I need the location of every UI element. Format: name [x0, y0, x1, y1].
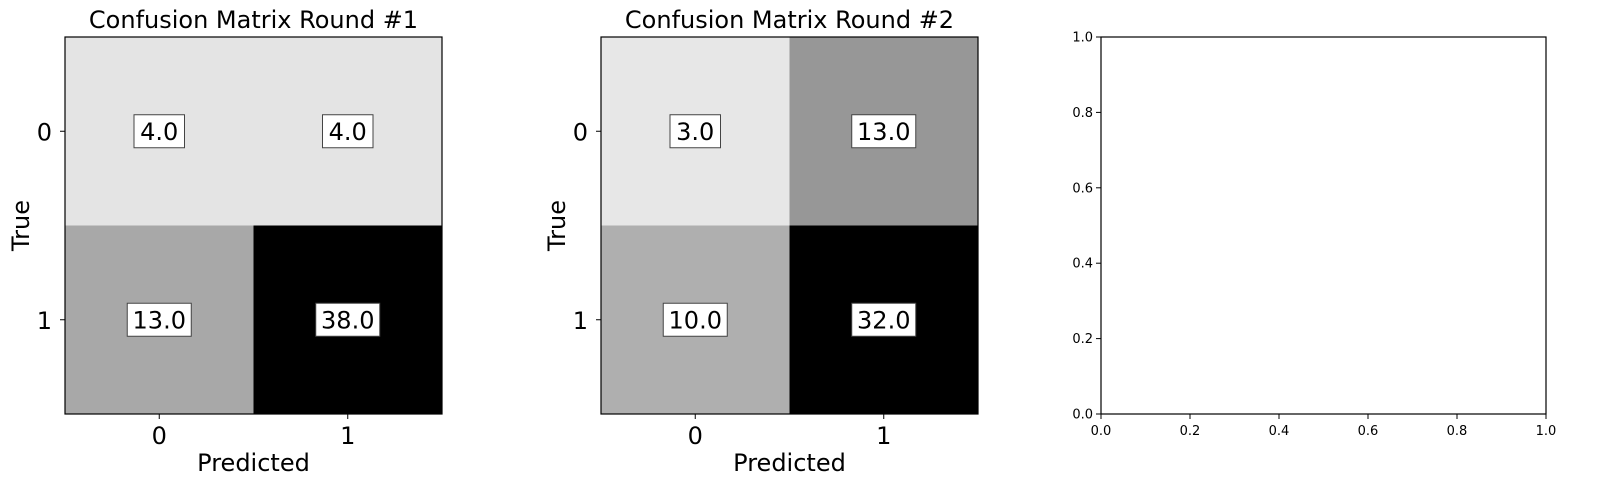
empty-axes: 0.0 0.2 0.4 0.6 0.8 1.0 0.0 0.2 0.4 0.6 0.8 1.0 [1072, 31, 1556, 440]
y-axis-label: True [7, 200, 35, 252]
cell-label-box [662, 302, 728, 337]
x-tick-label: 0.8 [1447, 424, 1468, 439]
x-tick-label: 1.0 [1536, 424, 1557, 439]
y-tick-label: 1.0 [1072, 31, 1093, 46]
y-tick-label: 1 [573, 307, 588, 335]
cell-value-label: 10.0 [669, 306, 722, 334]
y-tick-label: 0 [37, 118, 52, 146]
cell-value-label: 32.0 [857, 306, 910, 334]
y-tick-label: 0.4 [1072, 257, 1093, 272]
y-tick-label: 0.0 [1072, 408, 1093, 423]
chart-title: Confusion Matrix Round #2 [625, 6, 954, 34]
y-tick-label: 0.6 [1072, 181, 1093, 196]
y-tick-label: 1 [37, 307, 52, 335]
cell-label-box [126, 302, 192, 337]
cell-label-box [133, 114, 185, 149]
cell-label-box [322, 114, 374, 149]
chart-title: Confusion Matrix Round #1 [89, 6, 418, 34]
axes-frame [64, 36, 443, 415]
confusion-matrix-2: 3.0 13.0 10.0 32.0 0 1 0 1 Confusion Matrix Roun… [543, 6, 979, 477]
cell-label-box [315, 302, 381, 337]
cell-label-box [669, 114, 721, 149]
x-tick-label: 0.6 [1358, 424, 1379, 439]
x-tick-label: 0.4 [1269, 424, 1290, 439]
cell-value-label: 3.0 [676, 118, 714, 146]
y-tick-label: 0 [573, 118, 588, 146]
x-tick-label: 0 [152, 422, 167, 450]
y-tick-label: 0.2 [1072, 332, 1093, 347]
axes-frame [600, 36, 979, 415]
x-tick-label: 0 [688, 422, 703, 450]
cell-value-label: 4.0 [140, 118, 178, 146]
x-tick-label: 1 [340, 422, 355, 450]
cell-value-label: 13.0 [133, 306, 186, 334]
cell-value-label: 13.0 [857, 118, 910, 146]
x-tick-label: 0.0 [1091, 424, 1112, 439]
cell-value-label: 4.0 [329, 118, 367, 146]
cell-label-box [851, 114, 917, 149]
x-tick-label: 1 [876, 422, 891, 450]
cell-label-box [851, 302, 917, 337]
x-tick-label: 0.2 [1180, 424, 1201, 439]
cell-value-label: 38.0 [321, 306, 374, 334]
axes-frame [1100, 36, 1547, 415]
y-tick-label: 0.8 [1072, 106, 1093, 121]
y-axis-label: True [543, 200, 571, 252]
x-axis-label: Predicted [197, 449, 310, 477]
x-axis-label: Predicted [733, 449, 846, 477]
confusion-matrix-1: 4.0 4.0 13.0 38.0 0 1 0 1 Confusion Matrix Round… [7, 6, 443, 477]
